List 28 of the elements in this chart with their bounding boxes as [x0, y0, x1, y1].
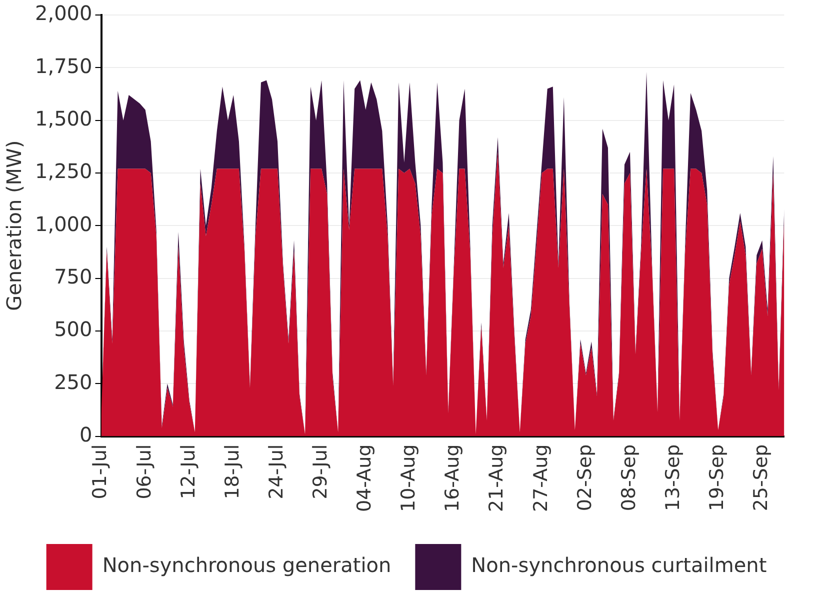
x-tick-label: 24-Jul — [265, 444, 288, 500]
y-axis-title: Generation (MW) — [2, 140, 26, 311]
x-tick-label: 18-Jul — [221, 444, 244, 500]
x-tick-label: 08-Sep — [618, 444, 640, 512]
y-tick-label: 1,500 — [34, 106, 92, 131]
x-tick-label: 10-Aug — [398, 444, 420, 512]
x-tick-label: 02-Sep — [574, 444, 596, 512]
x-tick-label: 25-Sep — [750, 444, 772, 512]
x-tick-label: 16-Aug — [442, 444, 464, 512]
x-tick-label: 04-Aug — [354, 444, 376, 512]
y-tick-label: 2,000 — [34, 1, 92, 26]
y-tick-label: 500 — [54, 317, 92, 342]
y-tick-label: 1,250 — [34, 159, 92, 184]
x-tick-label: 21-Aug — [486, 444, 508, 512]
x-tick-label: 27-Aug — [530, 444, 552, 512]
legend-label: Non-synchronous curtailment — [471, 553, 767, 578]
y-tick-label: 1,000 — [34, 212, 92, 236]
y-tick-label: 1,750 — [34, 54, 92, 78]
y-tick-label: 0 — [80, 422, 92, 446]
legend-label: Non-synchronous generation — [102, 553, 392, 578]
x-tick-label: 06-Jul — [133, 444, 156, 500]
x-tick-label: 29-Jul — [310, 444, 332, 500]
y-tick-label: 750 — [54, 264, 92, 289]
x-tick-label: 12-Jul — [177, 444, 200, 500]
x-tick-label: 13-Sep — [662, 444, 684, 512]
x-tick-label: 19-Sep — [706, 444, 728, 512]
x-tick-label: 01-Jul — [89, 444, 112, 500]
y-tick-label: 250 — [54, 370, 92, 394]
